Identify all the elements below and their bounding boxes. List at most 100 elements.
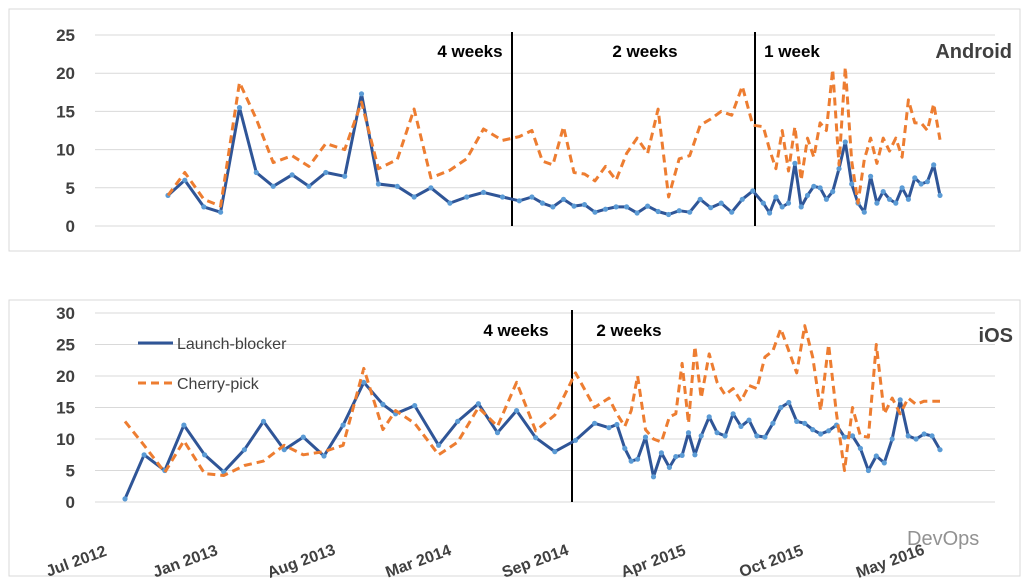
launch-blocker-point — [181, 422, 187, 428]
launch-blocker-point — [592, 209, 598, 215]
launch-blocker-point — [687, 209, 693, 215]
launch-blocker-point — [873, 453, 879, 459]
launch-blocker-point — [770, 420, 776, 426]
launch-blocker-point — [539, 200, 546, 206]
launch-blocker-point — [905, 433, 911, 439]
launch-blocker-point — [881, 460, 887, 466]
y-tick-label: 15 — [56, 102, 75, 121]
launch-blocker-point — [899, 185, 905, 191]
launch-blocker-point — [778, 404, 784, 411]
launch-blocker-point — [817, 185, 823, 191]
launch-blocker-point — [560, 196, 567, 202]
launch-blocker-point — [897, 397, 903, 403]
launch-blocker-point — [802, 420, 808, 426]
launch-blocker-point — [773, 194, 779, 200]
launch-blocker-point — [918, 181, 924, 187]
launch-blocker-point — [475, 401, 481, 407]
launch-blocker-point — [779, 204, 785, 210]
launch-blocker-point — [412, 403, 418, 409]
launch-blocker-point — [655, 208, 661, 215]
launch-blocker-point — [841, 434, 848, 440]
platform-label: Android — [935, 41, 1012, 63]
launch-blocker-point — [767, 210, 773, 216]
launch-blocker-point — [666, 464, 673, 470]
launch-blocker-point — [602, 206, 609, 212]
launch-blocker-point — [676, 208, 682, 214]
launch-blocker-point — [905, 196, 912, 202]
launch-blocker-point — [411, 194, 417, 200]
launch-blocker-point — [874, 200, 880, 206]
launch-blocker-point — [893, 200, 899, 206]
y-tick-label: 0 — [66, 493, 75, 512]
cadence-label: 1 week — [764, 42, 820, 61]
launch-blocker-point — [358, 91, 365, 97]
launch-blocker-point — [679, 452, 685, 458]
launch-blocker-point — [624, 204, 630, 210]
y-tick-label: 10 — [56, 141, 75, 160]
launch-blocker-point — [937, 192, 943, 198]
launch-blocker-point — [447, 200, 453, 206]
launch-blocker-point — [865, 467, 872, 474]
launch-blocker-point — [340, 422, 346, 428]
launch-blocker-point — [673, 454, 679, 460]
launch-blocker-point — [718, 200, 724, 206]
launch-blocker-point — [849, 433, 856, 439]
launch-blocker-line — [166, 92, 942, 216]
launch-blocker-point — [241, 447, 247, 453]
launch-blocker-point — [516, 198, 522, 204]
launch-blocker-point — [221, 469, 227, 475]
launch-blocker-point — [912, 175, 918, 181]
launch-blocker-point — [697, 196, 703, 202]
android-plot: 0 5 10 15 20 25 4 weeks 2 weeks 1 week Android — [56, 26, 1012, 236]
launch-blocker-point — [929, 433, 935, 439]
launch-blocker-point — [714, 430, 720, 436]
launch-blocker-point — [823, 196, 830, 202]
cadence-label: 4 weeks — [483, 321, 548, 340]
platform-label: iOS — [979, 325, 1013, 347]
launch-blocker-point — [634, 210, 640, 216]
launch-blocker-point — [572, 437, 579, 443]
launch-blocker-point — [321, 453, 327, 459]
launch-blocker-point — [529, 194, 535, 200]
launch-blocker-point — [645, 203, 651, 209]
launch-blocker-point — [685, 430, 692, 436]
launch-blocker-point — [270, 183, 276, 189]
launch-blocker-point — [622, 445, 628, 451]
launch-blocker-point — [868, 173, 874, 179]
launch-blocker-point — [762, 434, 768, 440]
launch-blocker-point — [581, 202, 588, 208]
y-tick-label: 0 — [66, 217, 75, 236]
cadence-label: 4 weeks — [437, 42, 502, 61]
launch-blocker-point — [514, 408, 520, 414]
launch-blocker-point — [750, 188, 756, 194]
y-tick-label: 15 — [56, 399, 75, 418]
launch-blocker-point — [798, 204, 804, 210]
launch-blocker-point — [281, 447, 287, 453]
launch-blocker-point — [738, 423, 744, 429]
launch-blocker-point — [606, 425, 612, 431]
launch-blocker-point — [692, 452, 698, 458]
launch-blocker-point — [794, 418, 800, 424]
launch-blocker-point — [658, 450, 665, 456]
launch-blocker-point — [550, 204, 556, 210]
launch-blocker-point — [889, 436, 895, 442]
launch-blocker-point — [635, 456, 641, 462]
launch-blocker-point — [428, 185, 434, 191]
launch-blocker-point — [533, 435, 539, 441]
cadence-label: 2 weeks — [596, 321, 661, 340]
launch-blocker-point — [698, 433, 704, 439]
launch-blocker-point — [880, 189, 886, 195]
launch-blocker-point — [289, 172, 295, 178]
cherry-pick-line — [123, 324, 940, 477]
watermark: DevOps — [907, 528, 979, 550]
launch-blocker-point — [613, 204, 619, 210]
launch-blocker-point — [552, 449, 558, 455]
launch-blocker-point — [708, 205, 714, 211]
launch-blocker-point — [786, 399, 792, 406]
launch-blocker-point — [202, 452, 208, 458]
launch-blocker-point — [628, 458, 634, 464]
legend-launch-blocker-label: Launch-blocker — [177, 336, 287, 353]
launch-blocker-point — [494, 430, 501, 436]
launch-blocker-point — [861, 209, 867, 215]
